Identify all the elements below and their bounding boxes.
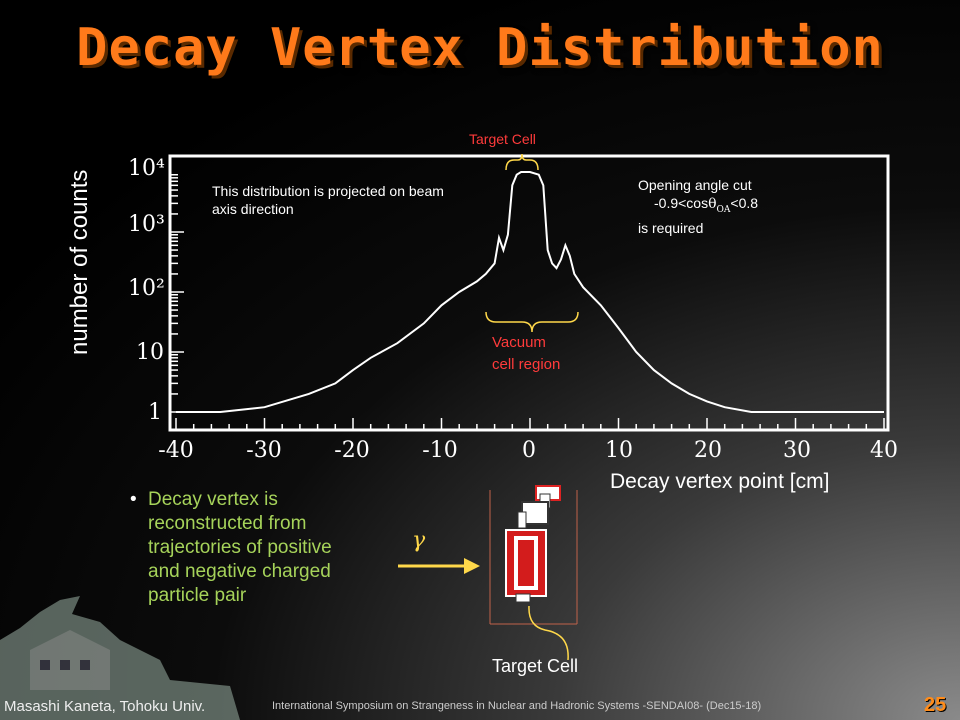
y-tick-label: 10²: [128, 276, 165, 301]
projection-note: This distribution is projected on beam a…: [212, 183, 444, 217]
cut-line3: is required: [638, 219, 704, 236]
x-tick-label: 10: [605, 438, 633, 463]
x-tick-label: -30: [246, 438, 282, 463]
y-tick-label: 10⁴: [128, 156, 165, 181]
vacuum-region-brace: [485, 311, 579, 333]
cut-suffix: <0.8: [730, 195, 759, 211]
opening-angle-cut-note: Opening angle cut -0.9<cosθOA<0.8 is req…: [638, 176, 838, 237]
cut-prefix: -0.9<cos: [654, 195, 709, 211]
oa-subscript: OA: [716, 204, 731, 215]
y-tick-label: 10: [136, 340, 164, 365]
y-axis-label: number of counts: [66, 169, 93, 355]
x-axis-label: Decay vertex point [cm]: [610, 470, 830, 493]
x-tick-marks: [175, 418, 885, 430]
x-tick-label: 20: [694, 438, 722, 463]
x-tick-label: 30: [783, 438, 811, 463]
target-schematic: [489, 485, 578, 661]
castle-logo: [0, 596, 240, 720]
x-tick-label: -20: [334, 438, 370, 463]
target-cell-label: Target Cell: [492, 656, 579, 676]
vacuum-region-annotation: Vacuum cell region: [492, 334, 561, 373]
gamma-symbol: γ: [412, 528, 426, 553]
footer-author: Masashi Kaneta, Tohoku Univ.: [4, 698, 206, 715]
x-tick-label: 40: [870, 438, 898, 463]
bullet-text: Decay vertex is reconstructed from traje…: [148, 489, 332, 606]
bullet-point: • Decay vertex is reconstructed from tra…: [130, 488, 360, 608]
x-tick-label: -10: [422, 438, 458, 463]
cut-line1: Opening angle cut: [638, 177, 752, 193]
target-cell-brace: [505, 153, 539, 171]
beam-arrow: [398, 558, 480, 574]
x-tick-label: 0: [522, 438, 536, 463]
footer-conference: International Symposium on Strangeness i…: [272, 700, 762, 712]
y-tick-label: 1: [148, 400, 162, 425]
target-cell-annotation: Target Cell: [469, 131, 536, 147]
x-tick-label: -40: [158, 438, 194, 463]
page-number: 25: [924, 694, 947, 716]
y-tick-marks: [170, 173, 184, 413]
y-tick-label: 10³: [128, 212, 165, 237]
plot-frame: [168, 154, 890, 432]
theta-symbol: θ: [708, 196, 717, 212]
bullet-dot-icon: •: [130, 489, 137, 510]
data-series-line: [176, 171, 884, 413]
cut-line2: -0.9<cosθOA<0.8: [654, 195, 759, 215]
slide-title: Decay Vertex Distribution: [76, 18, 884, 78]
